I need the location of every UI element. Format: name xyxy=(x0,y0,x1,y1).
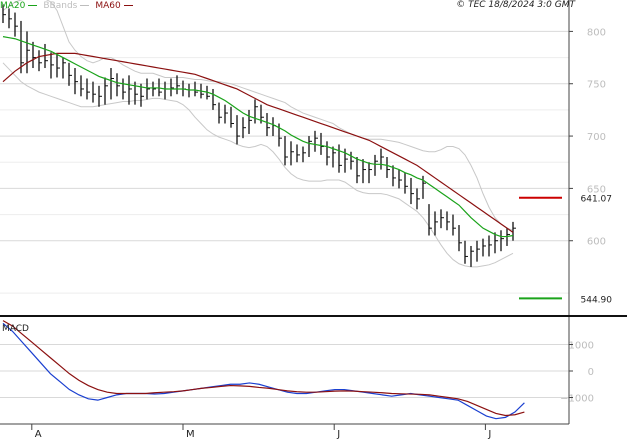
bband-lower-line xyxy=(2,62,514,268)
price-tick-label: 650 xyxy=(587,184,606,195)
legend-item-ma60: MA60 xyxy=(95,0,133,11)
macd-grid xyxy=(0,344,569,398)
macd-series xyxy=(2,320,525,420)
x-tick-label: J xyxy=(487,429,491,440)
x-tick-label: A xyxy=(35,429,42,440)
x-tick-label: J xyxy=(336,429,340,440)
price-series xyxy=(2,0,516,268)
level-markers: 641.07 544.90 xyxy=(519,195,613,305)
macd-line-signal xyxy=(2,320,525,417)
legend-label-bbands: BBands xyxy=(43,0,78,11)
macd-tick-label: 1000 xyxy=(569,341,594,352)
bband-upper-line xyxy=(2,0,514,231)
legend-label-ma20: MA20 xyxy=(0,0,26,11)
price-tick-label: 750 xyxy=(587,80,606,91)
legend: MA20 BBands MA60 xyxy=(0,0,139,11)
legend-swatch-bbands xyxy=(80,5,90,6)
price-tick-label: 700 xyxy=(587,132,606,143)
ma20-line xyxy=(2,36,514,238)
price-tick-label: 800 xyxy=(587,27,606,38)
legend-item-bbands: BBands xyxy=(43,0,90,11)
legend-item-ma20: MA20 xyxy=(0,0,38,11)
level-label: 641.07 xyxy=(581,195,613,205)
legend-label-ma60: MA60 xyxy=(95,0,121,11)
price-grid xyxy=(0,30,569,294)
copyright-text: © TEC 18/8/2024 3:0 GMT xyxy=(456,0,575,10)
legend-swatch-ma20 xyxy=(28,5,38,6)
price-tick-label: 600 xyxy=(587,237,606,248)
macd-line-macd xyxy=(2,322,525,420)
macd-title: MACD xyxy=(2,324,29,334)
macd-tick-label: 0 xyxy=(588,367,594,378)
ma60-line xyxy=(2,52,514,233)
level-label: 544.90 xyxy=(581,295,613,305)
legend-swatch-ma60 xyxy=(123,5,133,6)
x-tick-label: M xyxy=(186,429,195,440)
macd-tick-label: −1000 xyxy=(560,394,594,405)
